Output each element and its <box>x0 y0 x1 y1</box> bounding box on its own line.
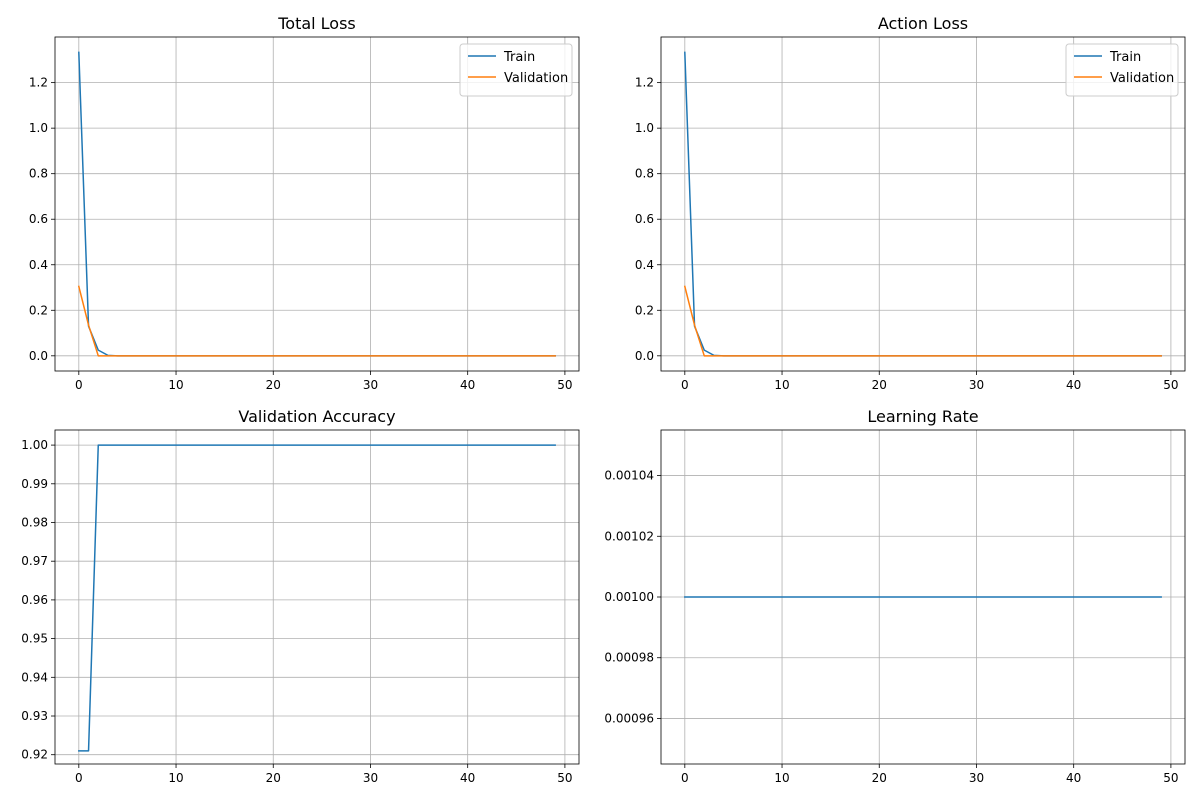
total-loss-title: Total Loss <box>277 14 356 33</box>
learning-rate-y-tick-label: 0.00102 <box>604 529 654 543</box>
total-loss-y-tick-label: 0.4 <box>29 258 48 272</box>
total-loss-y-tick-label: 1.2 <box>29 76 48 90</box>
validation-accuracy-y-tick-label: 1.00 <box>21 438 48 452</box>
validation-accuracy-series-line <box>78 444 556 752</box>
total-loss-y-tick-label: 1.0 <box>29 121 48 135</box>
learning-rate-axes-frame <box>660 429 1186 765</box>
validation-accuracy-y-tick-label: 0.95 <box>21 632 48 646</box>
total-loss-x-tick-label: 10 <box>168 378 183 392</box>
learning-rate-x-tick-label: 50 <box>1163 771 1178 785</box>
validation-accuracy-x-tick-label: 30 <box>363 771 378 785</box>
total-loss-x-tick-label: 20 <box>266 378 281 392</box>
validation-accuracy-x-tick-label: 10 <box>168 771 183 785</box>
action-loss-x-tick-label: 40 <box>1066 378 1081 392</box>
total-loss-legend-label-train: Train <box>503 50 535 65</box>
action-loss-x-tick-label: 30 <box>969 378 984 392</box>
validation-accuracy-axes-frame <box>54 429 580 765</box>
total-loss-y-tick-label: 0.8 <box>29 167 48 181</box>
learning-rate-title: Learning Rate <box>867 407 978 426</box>
action-loss-legend: Train Validation <box>1065 43 1179 97</box>
validation-accuracy-panel: 0 10 20 30 40 50 0.92 0.93 0.94 0.95 0.96 0.97 0.98 0… <box>21 407 580 785</box>
learning-rate-x-tick-label: 0 <box>681 771 689 785</box>
validation-accuracy-y-tick-label: 0.98 <box>21 515 48 529</box>
action-loss-x-tick-label: 0 <box>681 378 689 392</box>
validation-accuracy-y-tick-label: 0.94 <box>21 670 48 684</box>
learning-rate-y-tick-label: 0.00096 <box>604 711 654 725</box>
action-loss-series-validation <box>683 285 1162 357</box>
total-loss-y-tick-label: 0.6 <box>29 212 48 226</box>
validation-accuracy-x-tick-label: 20 <box>266 771 281 785</box>
validation-accuracy-y-tick-label: 0.97 <box>21 554 48 568</box>
learning-rate-x-tick-label: 40 <box>1066 771 1081 785</box>
action-loss-y-tick-label: 0.2 <box>635 303 654 317</box>
validation-accuracy-x-tick-label: 50 <box>557 771 572 785</box>
validation-accuracy-x-tick-label: 0 <box>75 771 83 785</box>
action-loss-axes-frame <box>660 36 1186 372</box>
validation-accuracy-x-tick-label: 40 <box>460 771 475 785</box>
action-loss-x-tick-label: 50 <box>1163 378 1178 392</box>
total-loss-series-validation <box>77 285 556 357</box>
learning-rate-panel: 0 10 20 30 40 50 0.00096 0.00098 0.00100 0.00102 0… <box>604 407 1186 785</box>
validation-accuracy-title: Validation Accuracy <box>238 407 395 426</box>
validation-accuracy-y-tick-label: 0.99 <box>21 477 48 491</box>
action-loss-y-tick-label: 0.6 <box>635 212 654 226</box>
validation-accuracy-y-tick-label: 0.96 <box>21 593 48 607</box>
action-loss-y-tick-label: 1.0 <box>635 121 654 135</box>
learning-rate-x-tick-label: 20 <box>872 771 887 785</box>
action-loss-y-tick-label: 0.8 <box>635 167 654 181</box>
learning-rate-x-tick-label: 30 <box>969 771 984 785</box>
action-loss-x-tick-label: 10 <box>774 378 789 392</box>
learning-rate-y-tick-label: 0.00104 <box>604 469 654 483</box>
validation-accuracy-y-tick-label: 0.92 <box>21 748 48 762</box>
total-loss-legend-box <box>459 43 573 97</box>
learning-rate-x-tick-label: 10 <box>774 771 789 785</box>
total-loss-legend-label-validation: Validation <box>504 71 568 86</box>
total-loss-axes-frame <box>54 36 580 372</box>
total-loss-x-tick-label: 0 <box>75 378 83 392</box>
total-loss-panel: 0 10 20 30 40 50 0.0 0.2 0.4 0.6 0.8 1.0 1.2 Total Lo… <box>29 14 580 392</box>
total-loss-x-tick-label: 40 <box>460 378 475 392</box>
total-loss-legend: Train Validation <box>459 43 573 97</box>
action-loss-y-tick-label: 1.2 <box>635 76 654 90</box>
action-loss-legend-label-train: Train <box>1109 50 1141 65</box>
action-loss-panel: 0 10 20 30 40 50 0.0 0.2 0.4 0.6 0.8 1.0 1.2 Action L… <box>635 14 1186 392</box>
action-loss-y-tick-label: 0.4 <box>635 258 654 272</box>
action-loss-y-tick-label: 0.0 <box>635 349 654 363</box>
validation-accuracy-y-tick-label: 0.93 <box>21 709 48 723</box>
total-loss-y-tick-label: 0.2 <box>29 303 48 317</box>
learning-rate-y-tick-label: 0.00098 <box>604 651 654 665</box>
action-loss-legend-label-validation: Validation <box>1110 71 1174 86</box>
total-loss-x-tick-label: 50 <box>557 378 572 392</box>
total-loss-x-tick-label: 30 <box>363 378 378 392</box>
action-loss-x-tick-label: 20 <box>872 378 887 392</box>
total-loss-y-tick-label: 0.0 <box>29 349 48 363</box>
learning-rate-y-tick-label: 0.00100 <box>604 590 654 604</box>
action-loss-legend-box <box>1065 43 1179 97</box>
action-loss-title: Action Loss <box>878 14 968 33</box>
